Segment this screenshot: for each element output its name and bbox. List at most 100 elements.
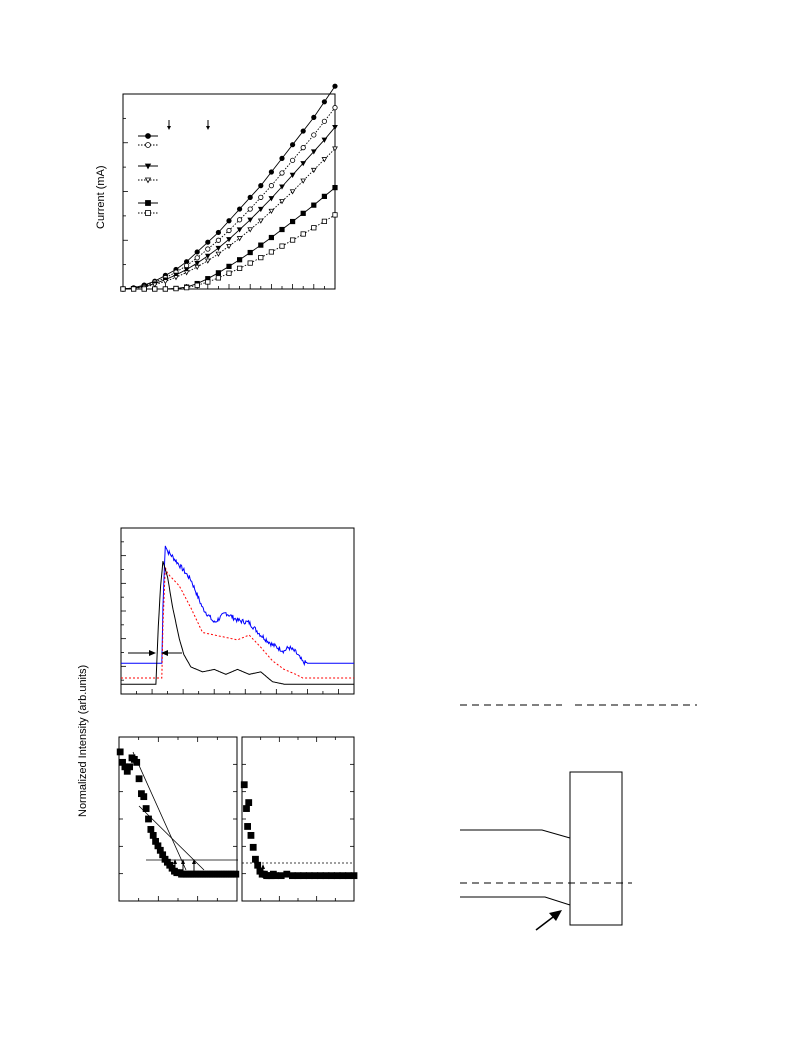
top-series-point-5 [289, 237, 296, 243]
top-series-point-0 [321, 99, 327, 105]
mid-axis-ticks [120, 527, 355, 695]
bottom-point-1 [240, 781, 248, 789]
up-arrowhead-1 [173, 859, 177, 864]
bottom-point-1 [245, 799, 253, 806]
top-series-point-3 [162, 279, 169, 285]
mid-y-axis-label: Normalized Intensity (arb.units) [77, 664, 89, 817]
top-series-point-1 [311, 132, 317, 138]
top-series-point-5 [152, 286, 158, 292]
top-axis-ticks [122, 93, 336, 290]
top-series-group [120, 83, 338, 293]
up-arrowhead-3 [192, 859, 196, 864]
top-series-point-2 [183, 267, 190, 273]
bottom-point-0 [232, 870, 240, 878]
top-series-point-5 [141, 286, 147, 292]
up-arrowhead-4 [261, 864, 265, 869]
top-series-point-0 [332, 83, 338, 89]
top-series-point-5 [258, 255, 264, 261]
legend-marker-4 [145, 200, 151, 206]
legend-marker-1 [145, 142, 151, 148]
bottom-point-0 [126, 763, 134, 771]
top-series-point-2 [289, 172, 296, 178]
top-series-point-3 [204, 258, 211, 264]
top-series-point-5 [226, 270, 232, 276]
top-series-point-1 [226, 227, 232, 234]
fit-line-steep [132, 751, 187, 871]
top-series-point-5 [120, 286, 126, 292]
top-series-point-3 [173, 275, 179, 281]
bottom-point-1 [305, 872, 313, 880]
top-series-point-1 [332, 105, 338, 111]
bottom-point-1 [350, 872, 358, 880]
legend-marker-3 [144, 177, 152, 184]
top-series-point-3 [257, 218, 264, 224]
top-series-point-0 [300, 128, 306, 134]
top-series-point-5 [268, 249, 275, 255]
top-series-point-3 [279, 199, 285, 205]
bottom-point-1 [288, 872, 296, 880]
top-series-point-0 [258, 183, 264, 189]
bottom-point-1 [243, 805, 250, 812]
mid-series-group [121, 545, 355, 685]
arrowhead-left [161, 650, 168, 656]
top-series-point-0 [205, 239, 211, 245]
bottom-point-0 [147, 826, 155, 833]
top-series-point-4 [247, 249, 253, 256]
arrowhead-right [149, 650, 156, 656]
bottom-point-0 [145, 815, 152, 823]
top-series-point-5 [247, 260, 253, 266]
top-series-line-5 [123, 214, 336, 290]
top-series-point-1 [321, 118, 327, 124]
bottom-point-0 [140, 793, 148, 801]
top-series-line-3 [122, 148, 336, 290]
bottom-point-1 [344, 872, 352, 880]
top-series-point-0 [237, 206, 243, 212]
schematic-box [569, 771, 623, 926]
bottom-series-group [116, 748, 358, 880]
top-series-point-2 [310, 149, 317, 155]
top-series-point-3 [247, 227, 254, 233]
top-series-line-1 [122, 107, 336, 290]
mid-series-line-2 [121, 561, 355, 685]
top-series-point-5 [215, 275, 221, 281]
top-series-point-0 [247, 194, 253, 200]
bottom-point-1 [322, 872, 330, 880]
bottom-fit-lines [132, 751, 354, 871]
top-series-point-4 [236, 257, 243, 263]
bottom-point-1 [252, 855, 259, 863]
top-series-point-1 [247, 206, 253, 212]
top-plot-frame [122, 93, 336, 290]
fit-line-shallow [138, 805, 205, 871]
top-series-point-1 [258, 194, 264, 200]
bottom-point-1 [272, 872, 280, 880]
top-series-point-5 [300, 231, 306, 237]
top-series-point-0 [194, 249, 200, 255]
top-series-point-5 [236, 265, 243, 271]
top-series-point-3 [215, 251, 222, 257]
bottom-up-arrows [173, 859, 265, 878]
top-series-point-3 [151, 282, 158, 288]
top-series-point-4 [311, 202, 317, 208]
up-arrowhead-2 [181, 859, 185, 864]
top-series-point-3 [183, 270, 190, 276]
lead-upper [460, 829, 571, 839]
top-series-point-5 [130, 286, 137, 292]
top-legend [138, 133, 158, 216]
top-series-point-2 [226, 237, 232, 243]
legend-marker-0 [145, 133, 151, 139]
top-series-point-1 [194, 255, 200, 261]
top-series-point-3 [289, 189, 296, 195]
top-series-point-5 [162, 286, 168, 292]
legend-marker-5 [145, 210, 151, 216]
arrowhead-down-1 [167, 126, 171, 130]
bottom-point-0 [135, 775, 143, 783]
bottom-figure [116, 736, 358, 902]
top-series-point-5 [194, 282, 200, 288]
pointer-arrowhead [549, 910, 562, 921]
top-series-point-0 [311, 114, 317, 121]
mid-series-line-1 [121, 567, 355, 679]
top-series-point-0 [279, 155, 285, 161]
top-series-point-4 [289, 218, 296, 225]
top-series-point-2 [236, 227, 243, 233]
bottom-point-1 [244, 823, 252, 830]
